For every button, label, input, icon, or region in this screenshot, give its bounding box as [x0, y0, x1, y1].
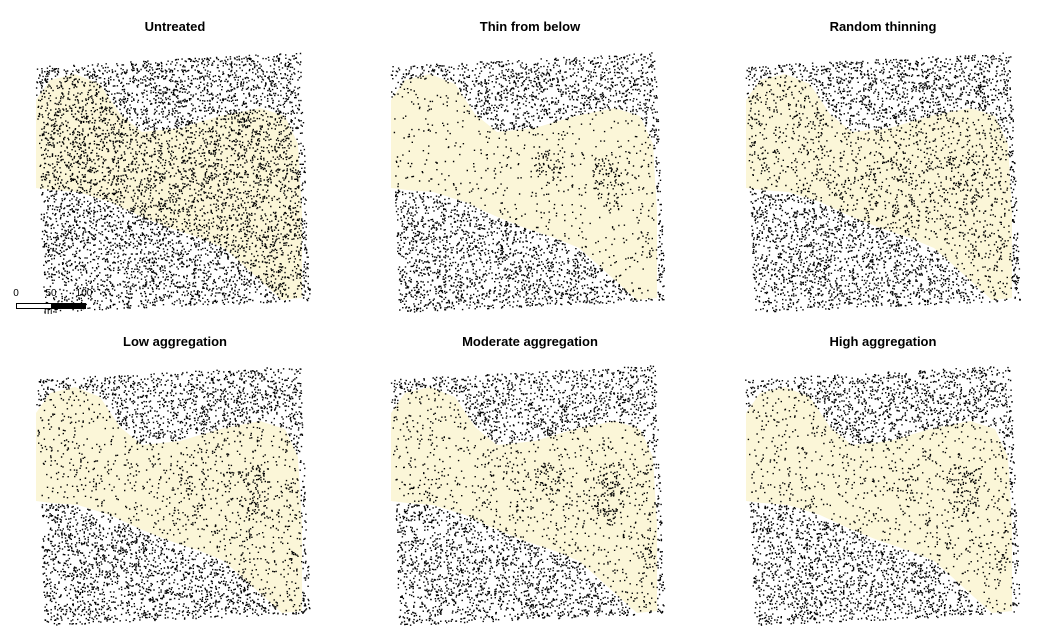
tree-points — [390, 52, 665, 313]
map-low-aggregation — [35, 365, 311, 626]
tree-points — [745, 52, 1021, 313]
scale-tick-100: 100 — [75, 288, 93, 299]
tree-points — [35, 52, 311, 313]
panel-title-untreated: Untreated — [144, 19, 206, 34]
map-high-aggregation — [745, 365, 1021, 626]
opening-area — [391, 74, 657, 300]
tree-dots — [35, 52, 311, 313]
panel-title-moderate-aggregation: Moderate aggregation — [462, 334, 598, 349]
tree-dots — [745, 52, 1021, 313]
panel-title-thin-from-below: Thin from below — [479, 19, 581, 34]
tree-dots — [745, 366, 1021, 626]
panel-title-low-aggregation: Low aggregation — [123, 334, 227, 349]
tree-dots — [36, 367, 311, 626]
scale-bar: 0 50 100 m — [8, 288, 98, 322]
scale-tick-50: 50 — [45, 288, 57, 299]
map-random-thinning — [745, 52, 1021, 313]
panel-title-high-aggregation: High aggregation — [829, 334, 937, 349]
opening-area — [36, 387, 302, 613]
scale-tick-0: 0 — [13, 288, 19, 299]
map-untreated — [35, 52, 311, 313]
map-thin-from-below — [390, 52, 665, 313]
tree-points — [36, 367, 311, 626]
opening-area — [391, 387, 657, 613]
tree-points — [745, 366, 1021, 626]
panel-title-random-thinning: Random thinning — [829, 19, 937, 34]
scale-unit: m — [44, 306, 53, 317]
opening-area — [746, 387, 1012, 613]
scale-bar-fill — [51, 303, 85, 309]
map-moderate-aggregation — [390, 365, 666, 626]
tree-dots — [390, 52, 665, 313]
